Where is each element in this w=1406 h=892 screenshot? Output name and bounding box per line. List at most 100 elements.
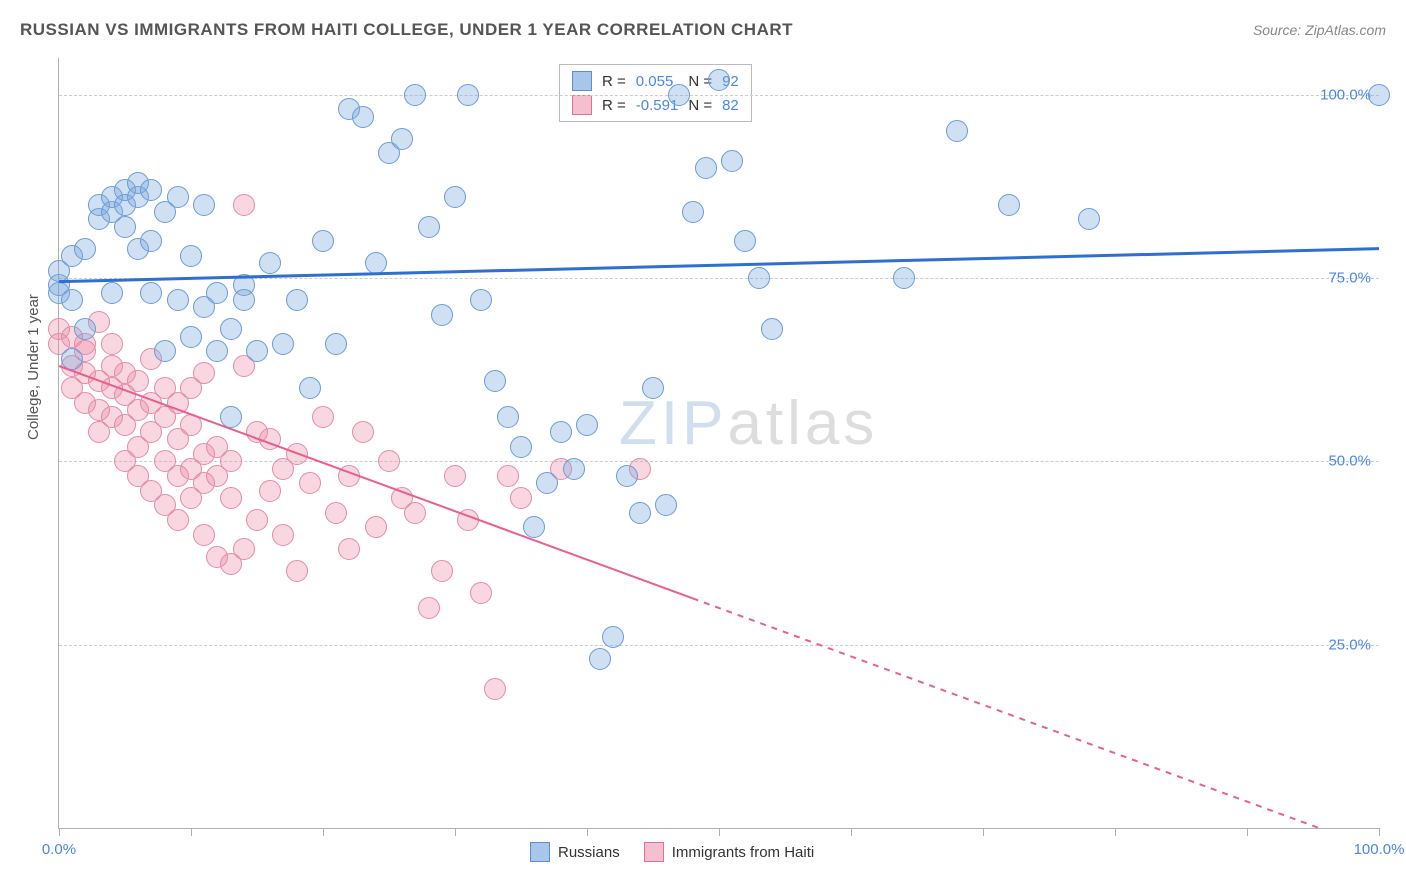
watermark: ZIPatlas: [619, 388, 878, 459]
data-point: [721, 150, 743, 172]
x-tick: [191, 828, 192, 836]
data-point: [299, 377, 321, 399]
data-point: [431, 560, 453, 582]
data-point: [404, 84, 426, 106]
data-point: [748, 267, 770, 289]
x-tick: [455, 828, 456, 836]
data-point: [668, 84, 690, 106]
gridline: [59, 645, 1379, 646]
source-text: Source: ZipAtlas.com: [1253, 22, 1386, 38]
data-point: [127, 370, 149, 392]
data-point: [589, 648, 611, 670]
data-point: [74, 318, 96, 340]
data-point: [286, 443, 308, 465]
y-tick-label: 75.0%: [1328, 270, 1371, 287]
data-point: [708, 69, 730, 91]
data-point: [444, 186, 466, 208]
x-tick-label: 100.0%: [1354, 841, 1405, 858]
legend-swatch: [530, 842, 550, 862]
data-point: [352, 106, 374, 128]
legend-swatch: [644, 842, 664, 862]
trend-lines: [59, 58, 1379, 828]
data-point: [484, 678, 506, 700]
data-point: [233, 194, 255, 216]
data-point: [576, 414, 598, 436]
data-point: [220, 318, 242, 340]
legend-swatch: [572, 95, 592, 115]
x-tick: [323, 828, 324, 836]
data-point: [338, 465, 360, 487]
data-point: [246, 509, 268, 531]
x-tick-label: 0.0%: [42, 841, 76, 858]
legend-r-label: R =: [602, 73, 626, 90]
data-point: [761, 318, 783, 340]
data-point: [259, 252, 281, 274]
y-tick-label: 25.0%: [1328, 636, 1371, 653]
data-point: [140, 179, 162, 201]
data-point: [484, 370, 506, 392]
legend-label: Russians: [558, 844, 620, 861]
x-tick: [1379, 828, 1380, 836]
data-point: [418, 597, 440, 619]
x-tick: [719, 828, 720, 836]
data-point: [325, 502, 347, 524]
data-point: [338, 538, 360, 560]
data-point: [325, 333, 347, 355]
data-point: [1078, 208, 1100, 230]
data-point: [101, 333, 123, 355]
data-point: [510, 487, 532, 509]
gridline: [59, 278, 1379, 279]
data-point: [259, 480, 281, 502]
data-point: [946, 120, 968, 142]
legend-item: Russians: [530, 842, 620, 862]
gridline: [59, 95, 1379, 96]
data-point: [114, 216, 136, 238]
data-point: [259, 428, 281, 450]
data-point: [893, 267, 915, 289]
series-legend: RussiansImmigrants from Haiti: [530, 842, 814, 862]
data-point: [682, 201, 704, 223]
data-point: [378, 450, 400, 472]
x-tick: [851, 828, 852, 836]
x-tick: [59, 828, 60, 836]
data-point: [312, 406, 334, 428]
x-tick: [587, 828, 588, 836]
data-point: [431, 304, 453, 326]
plot-area: ZIPatlas R =0.055N =92R =-0.591N =82 25.…: [58, 58, 1379, 829]
data-point: [470, 582, 492, 604]
data-point: [167, 509, 189, 531]
y-tick-label: 100.0%: [1320, 86, 1371, 103]
data-point: [365, 252, 387, 274]
data-point: [616, 465, 638, 487]
gridline: [59, 461, 1379, 462]
x-tick: [1115, 828, 1116, 836]
data-point: [61, 289, 83, 311]
data-point: [365, 516, 387, 538]
data-point: [193, 362, 215, 384]
data-point: [140, 230, 162, 252]
data-point: [220, 406, 242, 428]
data-point: [470, 289, 492, 311]
legend-n-label: N =: [688, 97, 712, 114]
legend-n-value: 82: [722, 97, 739, 114]
data-point: [167, 289, 189, 311]
data-point: [272, 333, 294, 355]
data-point: [404, 502, 426, 524]
data-point: [272, 524, 294, 546]
data-point: [497, 406, 519, 428]
data-point: [1368, 84, 1390, 106]
data-point: [154, 340, 176, 362]
data-point: [193, 524, 215, 546]
x-tick: [1247, 828, 1248, 836]
data-point: [61, 348, 83, 370]
data-point: [563, 458, 585, 480]
data-point: [206, 282, 228, 304]
y-axis-label: College, Under 1 year: [25, 294, 42, 440]
data-point: [497, 465, 519, 487]
data-point: [74, 238, 96, 260]
data-point: [655, 494, 677, 516]
data-point: [180, 414, 202, 436]
data-point: [140, 282, 162, 304]
data-point: [286, 289, 308, 311]
data-point: [457, 509, 479, 531]
